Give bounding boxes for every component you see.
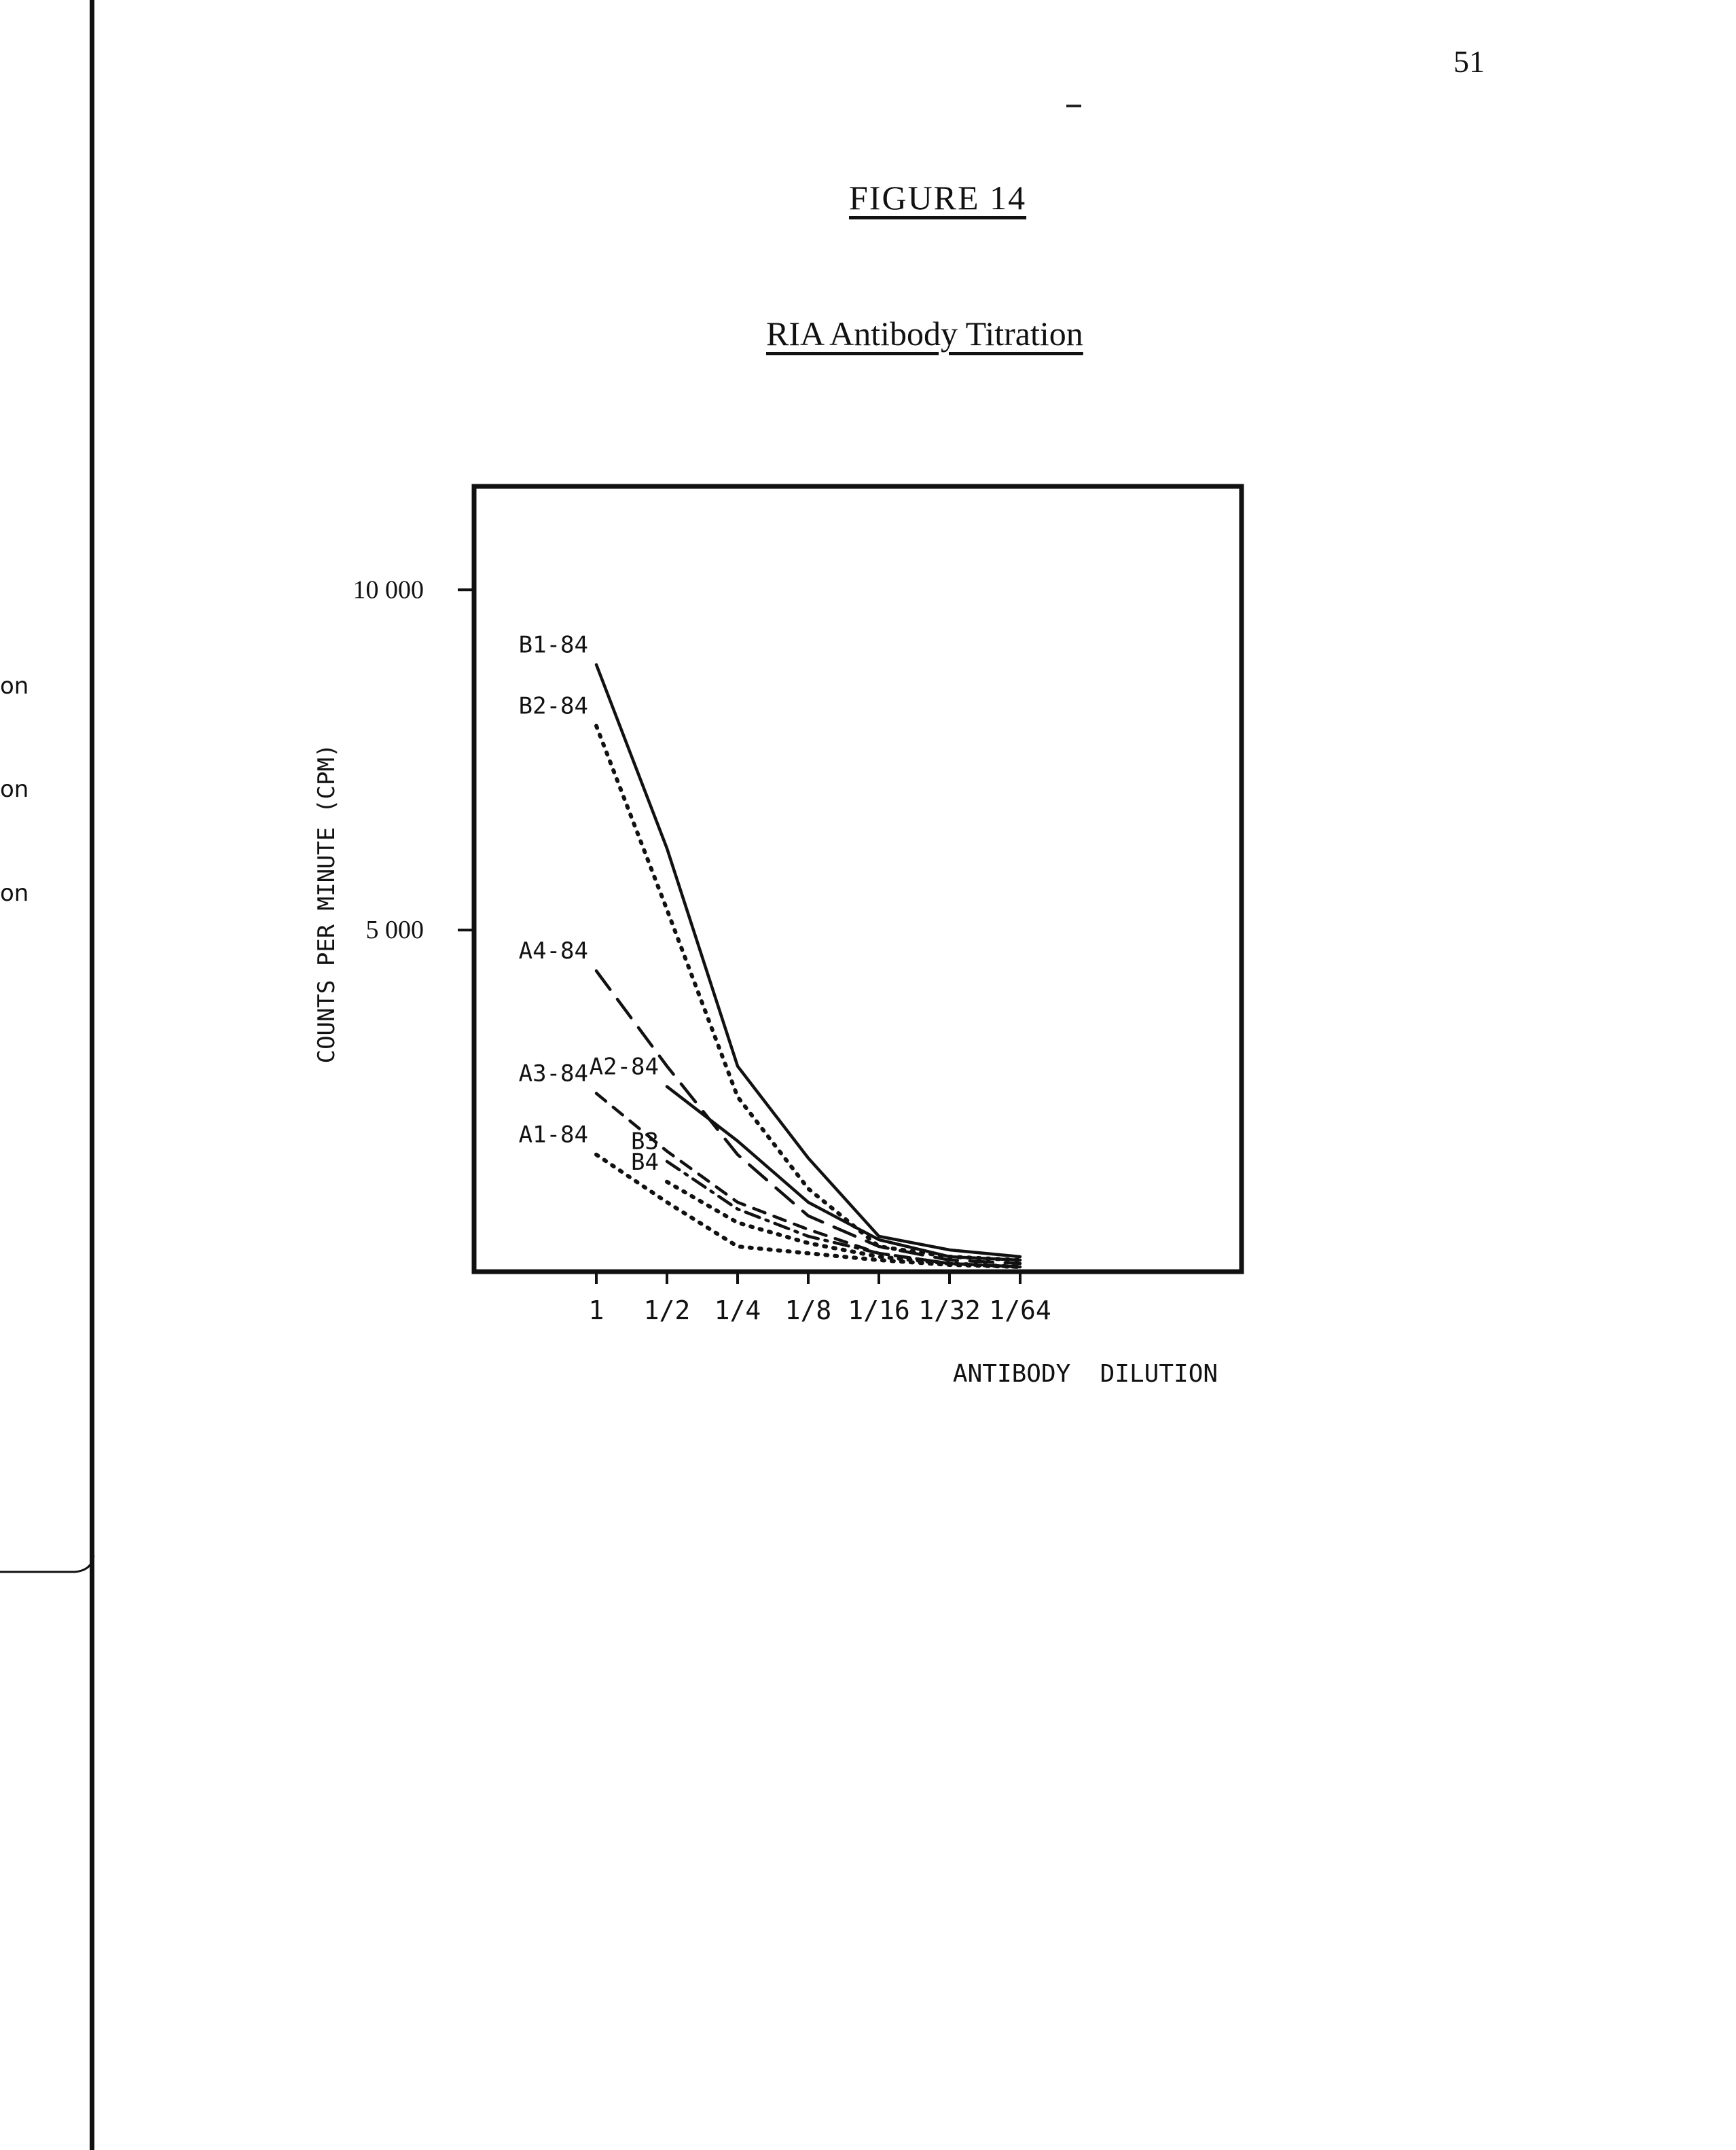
binding-edge-curve: [0, 1555, 95, 1573]
margin-text-fragment: on: [0, 776, 29, 803]
ink-smudge: [1066, 105, 1081, 107]
page-number: 51: [1453, 44, 1485, 79]
series-line: [594, 1092, 1022, 1269]
plot-frame: [471, 484, 1244, 1274]
series-label: B1-84: [519, 631, 588, 658]
series-label: B2-84: [519, 693, 588, 720]
margin-text-fragment: on: [0, 880, 29, 907]
binding-rule: [90, 0, 94, 2150]
y-tick-label: 10 000: [353, 575, 424, 604]
series-label: A3-84: [519, 1060, 588, 1088]
chart-title: RIA Antibody Titration: [766, 315, 1083, 353]
y-tick-label: 5 000: [366, 916, 424, 944]
series-label: B3: [631, 1128, 659, 1155]
series-line: [594, 663, 1022, 1259]
series-label: A4-84: [519, 937, 588, 965]
series-line: [594, 1152, 1022, 1269]
x-tick-label: 1/4: [715, 1295, 761, 1325]
series-label: B4: [631, 1149, 659, 1176]
x-tick-label: 1: [589, 1295, 604, 1325]
x-tick-label: 1/2: [644, 1295, 691, 1325]
x-tick-label: 1/16: [848, 1295, 910, 1325]
x-tick-label: 1/32: [918, 1295, 981, 1325]
series-line: [594, 723, 1022, 1262]
series-line: [665, 1085, 1022, 1262]
margin-text-fragment: on: [0, 673, 29, 700]
series-line: [594, 969, 1022, 1266]
y-axis-title: COUNTS PER MINUTE (CPM): [313, 744, 340, 1064]
x-tick-label: 1/8: [785, 1295, 832, 1325]
series-line: [665, 1179, 1022, 1269]
series-label: A2-84: [590, 1054, 659, 1081]
series-label: A1-84: [519, 1122, 588, 1149]
x-axis-title: ANTIBODY DILUTION: [953, 1360, 1218, 1388]
figure-label: FIGURE 14: [849, 179, 1027, 217]
x-tick-label: 1/64: [989, 1295, 1051, 1325]
